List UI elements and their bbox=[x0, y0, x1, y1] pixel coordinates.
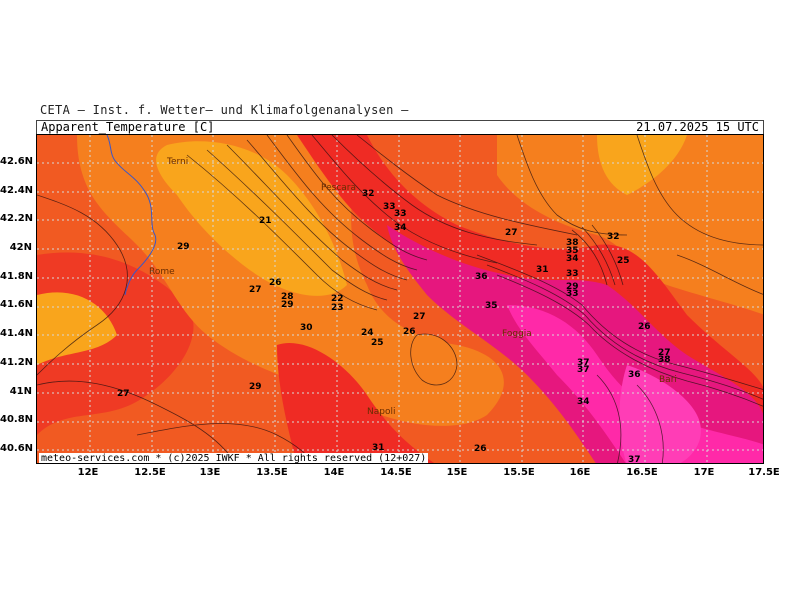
contour-label: 33 bbox=[566, 289, 579, 299]
contour-label: 26 bbox=[403, 327, 416, 337]
contour-label: 34 bbox=[566, 254, 579, 264]
contour-label: 21 bbox=[259, 216, 272, 226]
contour-label: 35 bbox=[485, 301, 498, 311]
contour-label: 33 bbox=[383, 202, 396, 212]
lon-label: 13.5E bbox=[256, 467, 288, 478]
contour-label: 29 bbox=[249, 382, 262, 392]
lon-label: 12E bbox=[77, 467, 99, 478]
map-panel: Terni Pescara Rome Foggia Napoli Bari 21… bbox=[36, 134, 764, 464]
zone-pink-south bbox=[619, 365, 701, 463]
contour-label: 27 bbox=[117, 389, 130, 399]
lat-label: 42N bbox=[9, 242, 32, 253]
contour-label: 31 bbox=[372, 443, 385, 453]
contour-label: 35 bbox=[566, 246, 579, 256]
isotherm-lines bbox=[37, 135, 763, 463]
variable-title: Apparent_Temperature [C] bbox=[41, 120, 215, 134]
contour-label: 30 bbox=[300, 323, 313, 333]
lon-label: 14E bbox=[323, 467, 345, 478]
contour-label: 27 bbox=[413, 312, 426, 322]
contour-label: 26 bbox=[638, 322, 651, 332]
city-label-foggia: Foggia bbox=[502, 329, 532, 339]
lat-label: 41.6N bbox=[0, 299, 34, 310]
contour-label: 38 bbox=[566, 238, 579, 248]
lon-label: 17.5E bbox=[748, 467, 780, 478]
contour-label: 25 bbox=[371, 338, 384, 348]
city-label-napoli: Napoli bbox=[367, 407, 396, 417]
title-bar: Apparent_Temperature [C] 21.07.2025 15 U… bbox=[36, 120, 764, 134]
lat-label: 42.2N bbox=[0, 213, 34, 224]
city-label-pescara: Pescara bbox=[321, 183, 357, 193]
lat-label: 41.8N bbox=[0, 271, 34, 282]
contour-label: 34 bbox=[577, 397, 590, 407]
contour-label: 27 bbox=[658, 348, 671, 358]
city-label-terni: Terni bbox=[167, 157, 189, 167]
contour-label: 29 bbox=[177, 242, 190, 252]
datetime-label: 21.07.2025 15 UTC bbox=[636, 120, 759, 134]
lon-label: 17E bbox=[693, 467, 715, 478]
contour-label: 23 bbox=[331, 303, 344, 313]
temperature-map bbox=[37, 135, 763, 463]
lat-label: 40.6N bbox=[0, 443, 34, 454]
contour-label: 22 bbox=[331, 294, 344, 304]
lon-label: 16.5E bbox=[626, 467, 658, 478]
lon-label: 15E bbox=[446, 467, 468, 478]
contour-label: 32 bbox=[362, 189, 375, 199]
contour-label: 24 bbox=[361, 328, 374, 338]
contour-label: 27 bbox=[505, 228, 518, 238]
contour-label: 26 bbox=[474, 444, 487, 454]
contour-label: 27 bbox=[249, 285, 262, 295]
lat-label: 42.4N bbox=[0, 185, 34, 196]
lat-label: 41N bbox=[9, 386, 32, 397]
zone-adriatic-light bbox=[597, 135, 687, 195]
contour-label: 32 bbox=[607, 232, 620, 242]
contour-label: 25 bbox=[617, 256, 630, 266]
contour-label: 26 bbox=[269, 278, 282, 288]
lat-label: 40.8N bbox=[0, 414, 34, 425]
contour-label: 34 bbox=[394, 223, 407, 233]
contour-label: 29 bbox=[566, 282, 579, 292]
lon-label: 16E bbox=[569, 467, 591, 478]
contour-label: 37 bbox=[577, 358, 590, 368]
lat-lon-grid bbox=[37, 135, 763, 463]
zone-south-red bbox=[277, 343, 435, 463]
contour-label: 37 bbox=[577, 365, 590, 375]
zone-pink-core bbox=[507, 305, 763, 463]
contour-label: 33 bbox=[566, 269, 579, 279]
contour-label: 37 bbox=[628, 455, 641, 464]
copyright-credit: meteo-services.com * (c)2025 IWKF * All … bbox=[39, 453, 429, 464]
lat-label: 41.4N bbox=[0, 328, 34, 339]
lat-label: 42.6N bbox=[0, 156, 34, 167]
lat-label: 41.2N bbox=[0, 357, 34, 368]
lon-label: 12.5E bbox=[134, 467, 166, 478]
zone-orange-patch bbox=[410, 334, 457, 385]
contour-label: 28 bbox=[281, 292, 294, 302]
zone-coast-light bbox=[37, 292, 117, 365]
contour-label: 29 bbox=[281, 300, 294, 310]
lon-label: 15.5E bbox=[503, 467, 535, 478]
contour-label: 33 bbox=[394, 209, 407, 219]
city-label-bari: Bari bbox=[659, 375, 677, 385]
header-line: CETA — Inst. f. Wetter— und Klimafolgena… bbox=[40, 103, 409, 117]
lon-label: 13E bbox=[199, 467, 221, 478]
contour-label: 38 bbox=[658, 355, 671, 365]
contour-label: 36 bbox=[628, 370, 641, 380]
contour-label: 31 bbox=[536, 265, 549, 275]
city-label-rome: Rome bbox=[149, 267, 175, 277]
lon-label: 14.5E bbox=[380, 467, 412, 478]
zone-northeast-orange bbox=[497, 135, 763, 315]
contour-label: 36 bbox=[475, 272, 488, 282]
border-line bbox=[106, 135, 157, 296]
